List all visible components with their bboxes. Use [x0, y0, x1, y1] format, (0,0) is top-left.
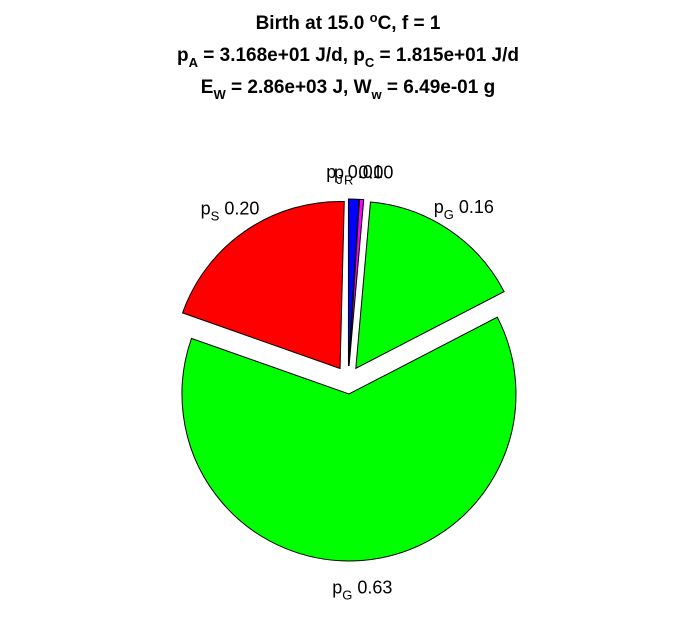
- title-ew-subscript: W: [213, 87, 226, 102]
- pie-slice-0: [347, 198, 360, 367]
- pie-label-4: pS 0.20: [201, 199, 260, 224]
- title-pa-subscript: A: [188, 55, 198, 70]
- pie-label-subscript: R: [344, 173, 353, 188]
- title-pc-value: = 1.815e+01 J/d: [374, 45, 520, 66]
- title-line-1-pre: Birth at 15.0: [255, 13, 370, 34]
- pie-slice-1: [348, 198, 365, 367]
- pie-slice-2: [355, 201, 505, 370]
- pie-label-symbol: p: [326, 162, 336, 182]
- pie-label-symbol: p: [334, 163, 344, 183]
- pie-label-0: pJ 0.01: [326, 162, 383, 187]
- pie-label-value: 0.00: [353, 163, 393, 183]
- title-ww-value: = 6.49e-01 g: [381, 77, 496, 98]
- chart-title: Birth at 15.0 oC, f = 1 pA = 3.168e+01 J…: [0, 8, 696, 104]
- pie-label-subscript: G: [444, 207, 454, 222]
- pie-label-symbol: p: [332, 578, 342, 598]
- title-line-1: Birth at 15.0 oC, f = 1: [0, 8, 696, 40]
- pie-label-symbol: p: [201, 199, 211, 219]
- title-ww-subscript: w: [371, 87, 382, 102]
- pie-label-subscript: G: [342, 588, 352, 603]
- title-line-3: EW = 2.86e+03 J, Ww = 6.49e-01 g: [0, 72, 696, 104]
- title-line-1-sup: o: [369, 10, 378, 25]
- title-line-2: pA = 3.168e+01 J/d, pC = 1.815e+01 J/d: [0, 40, 696, 72]
- pie-label-2: pG 0.16: [434, 197, 494, 222]
- title-pc-subscript: C: [364, 55, 375, 70]
- title-pa-symbol: p: [176, 45, 189, 66]
- pie-slices: [181, 198, 517, 562]
- title-ew-symbol: E: [200, 77, 214, 98]
- pie-label-value: 0.01: [343, 162, 383, 182]
- pie-label-value: 0.63: [352, 578, 392, 598]
- pie-label-3: pG 0.63: [332, 578, 392, 603]
- pie-label-1: pR 0.00: [334, 163, 393, 188]
- title-pa-value: = 3.168e+01 J/d,: [197, 45, 354, 66]
- pie-slice-3: [181, 316, 517, 562]
- pie-label-value: 0.20: [219, 199, 259, 219]
- pie-slice-4: [181, 201, 345, 370]
- title-pc-symbol: p: [353, 45, 365, 66]
- pie-label-value: 0.16: [454, 197, 494, 217]
- pie-label-subscript: J: [336, 172, 343, 187]
- pie-label-subscript: S: [211, 209, 220, 224]
- pie-label-symbol: p: [434, 197, 444, 217]
- title-ew-value: = 2.86e+03 J,: [225, 77, 354, 98]
- title-ww-symbol: W: [353, 77, 372, 98]
- title-line-1-post: C, f = 1: [377, 13, 441, 34]
